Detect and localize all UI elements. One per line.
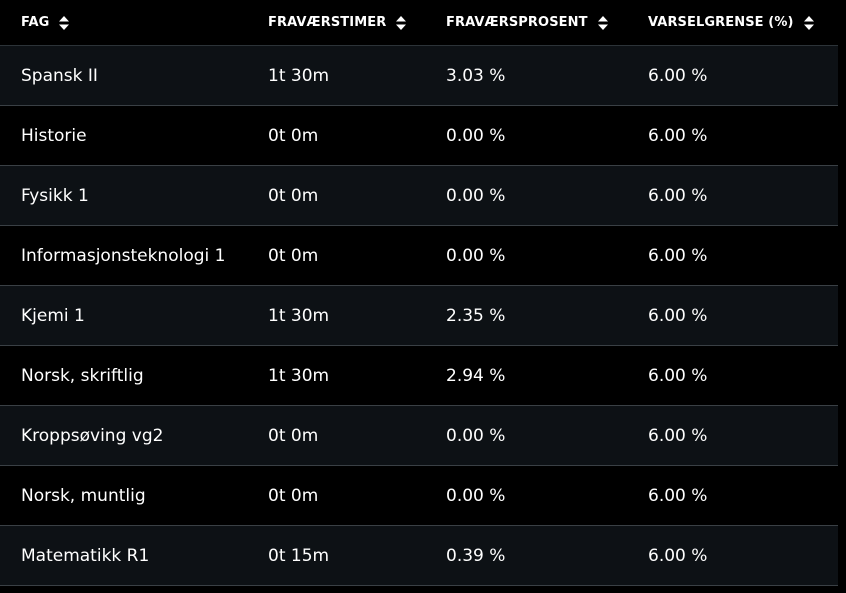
cell-varselgrense: 6.00 % (648, 125, 708, 146)
table-row: Fysikk 1 0t 0m 0.00 % 6.00 % (0, 166, 838, 226)
cell-fag: Informasjonsteknologi 1 (21, 245, 226, 266)
table-row: Kjemi 1 1t 30m 2.35 % 6.00 % (0, 286, 838, 346)
column-header-label: FAG (21, 15, 50, 30)
sort-up-down-icon (59, 15, 70, 30)
cell-varselgrense: 6.00 % (648, 425, 708, 446)
cell-varselgrense: 6.00 % (648, 65, 708, 86)
sort-up-down-icon (803, 15, 814, 30)
cell-varselgrense: 6.00 % (648, 365, 708, 386)
column-header-label: FRAVÆRSTIMER (268, 15, 387, 30)
table-row: Spansk II 1t 30m 3.03 % 6.00 % (0, 46, 838, 106)
cell-varselgrense: 6.00 % (648, 485, 708, 506)
cell-fravaerstimer: 0t 15m (268, 545, 330, 566)
cell-fag: Norsk, skriftlig (21, 365, 144, 386)
cell-fravaerstimer: 1t 30m (268, 305, 330, 326)
cell-fag: Fysikk 1 (21, 185, 89, 206)
cell-fravaerstimer: 0t 0m (268, 125, 319, 146)
cell-fravaerstimer: 1t 30m (268, 65, 330, 86)
column-header-label: FRAVÆRSPROSENT (446, 15, 588, 30)
cell-fag: Spansk II (21, 65, 98, 86)
cell-fravaersprosent: 0.00 % (446, 425, 506, 446)
cell-fravaersprosent: 0.39 % (446, 545, 506, 566)
cell-fravaerstimer: 0t 0m (268, 185, 319, 206)
column-header-fravaerstimer[interactable]: FRAVÆRSTIMER (247, 15, 425, 30)
table-row: Norsk, muntlig 0t 0m 0.00 % 6.00 % (0, 466, 838, 526)
cell-fravaerstimer: 0t 0m (268, 425, 319, 446)
cell-fravaersprosent: 2.94 % (446, 365, 506, 386)
cell-fravaersprosent: 2.35 % (446, 305, 506, 326)
cell-varselgrense: 6.00 % (648, 305, 708, 326)
table-row: Historie 0t 0m 0.00 % 6.00 % (0, 106, 838, 166)
cell-fravaersprosent: 0.00 % (446, 185, 506, 206)
sort-up-down-icon (396, 15, 407, 30)
cell-varselgrense: 6.00 % (648, 545, 708, 566)
cell-fag: Kroppsøving vg2 (21, 425, 164, 446)
cell-fravaersprosent: 0.00 % (446, 125, 506, 146)
column-header-varselgrense[interactable]: VARSELGRENSE (%) (627, 15, 838, 30)
column-header-label: VARSELGRENSE (%) (648, 15, 794, 30)
cell-fag: Historie (21, 125, 87, 146)
column-header-fravaersprosent[interactable]: FRAVÆRSPROSENT (425, 15, 627, 30)
table-row: Matematikk R1 0t 15m 0.39 % 6.00 % (0, 526, 838, 586)
cell-fravaersprosent: 0.00 % (446, 245, 506, 266)
cell-fag: Norsk, muntlig (21, 485, 146, 506)
cell-fag: Kjemi 1 (21, 305, 85, 326)
table-row: Informasjonsteknologi 1 0t 0m 0.00 % 6.0… (0, 226, 838, 286)
cell-fravaersprosent: 3.03 % (446, 65, 506, 86)
table-row: Norsk, skriftlig 1t 30m 2.94 % 6.00 % (0, 346, 838, 406)
cell-fravaerstimer: 0t 0m (268, 485, 319, 506)
cell-fravaerstimer: 0t 0m (268, 245, 319, 266)
cell-fravaerstimer: 1t 30m (268, 365, 330, 386)
column-header-fag[interactable]: FAG (0, 15, 247, 30)
table-header: FAG FRAVÆRSTIMER FRAVÆRSPROSENT VARSELGR… (0, 0, 838, 46)
cell-fag: Matematikk R1 (21, 545, 150, 566)
table-row: Kroppsøving vg2 0t 0m 0.00 % 6.00 % (0, 406, 838, 466)
cell-varselgrense: 6.00 % (648, 185, 708, 206)
cell-varselgrense: 6.00 % (648, 245, 708, 266)
sort-up-down-icon (597, 15, 608, 30)
cell-fravaersprosent: 0.00 % (446, 485, 506, 506)
